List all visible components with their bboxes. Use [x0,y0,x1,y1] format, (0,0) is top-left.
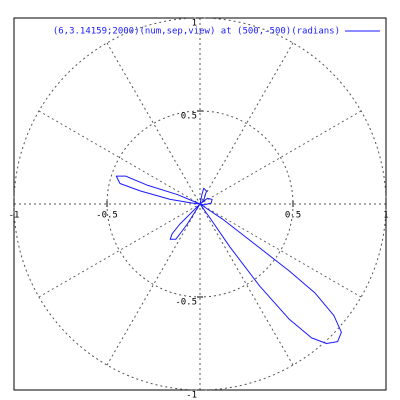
y-tick-label: 0.5 [181,112,197,122]
x-tick-label: -0.5 [96,211,118,221]
x-tick-label: 1 [383,211,388,221]
y-tick-label: -0.5 [175,298,197,308]
curve [115,175,342,344]
y-tick-label: 1 [192,19,197,29]
x-tick-label: -1 [9,211,20,221]
x-tick-label: 0.5 [285,211,301,221]
y-tick-label: -1 [186,391,197,400]
legend-label: (6,3.14159;2000)(num,sep,view) at (500,-… [53,27,340,37]
